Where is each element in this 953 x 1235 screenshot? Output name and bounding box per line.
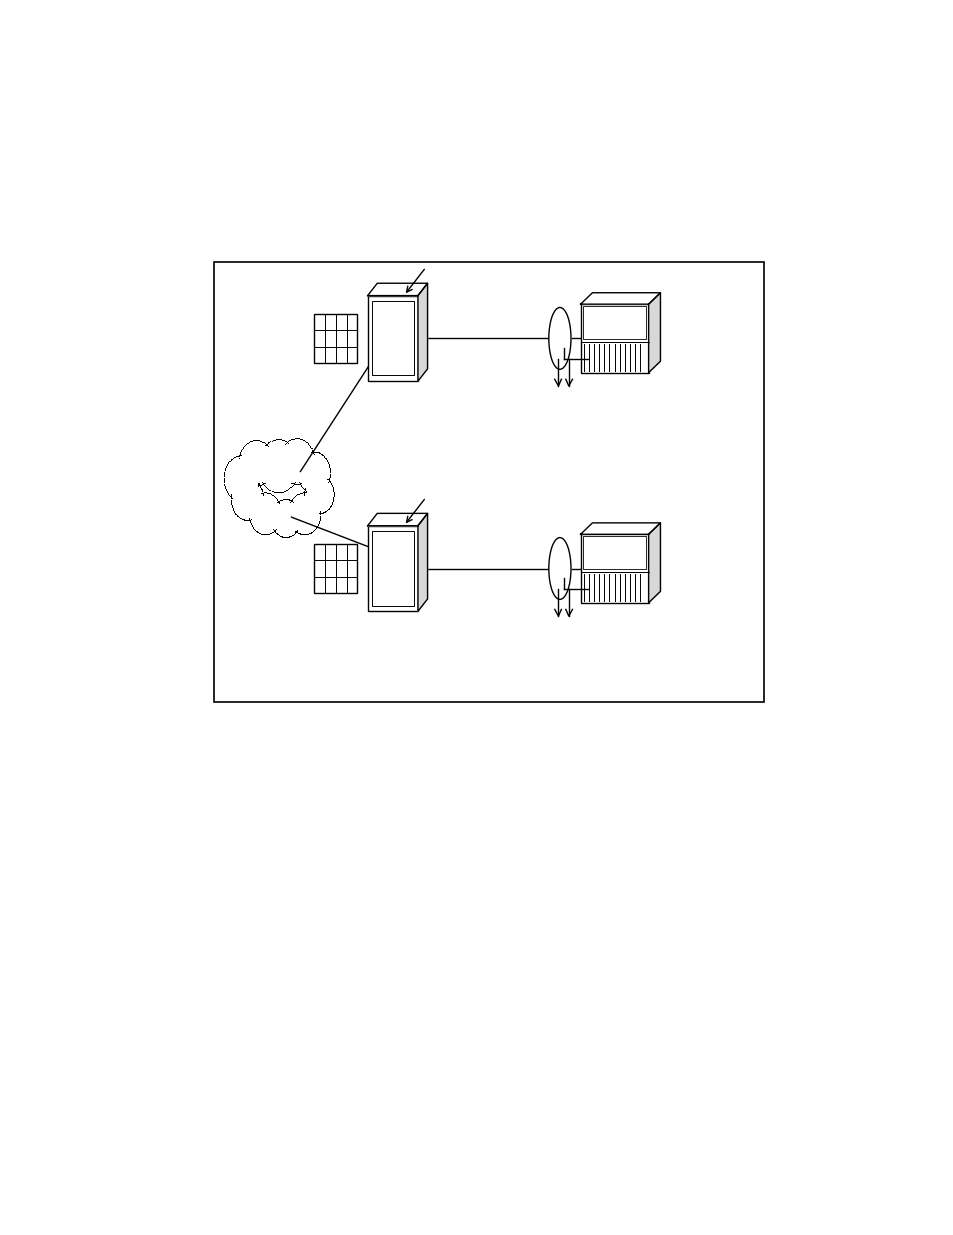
Polygon shape: [417, 283, 427, 382]
Polygon shape: [580, 522, 659, 535]
Ellipse shape: [548, 308, 571, 369]
Polygon shape: [580, 293, 659, 304]
Bar: [372, 301, 413, 375]
Polygon shape: [367, 514, 427, 526]
Polygon shape: [223, 436, 334, 542]
Polygon shape: [648, 293, 659, 373]
Bar: [580, 535, 648, 603]
Bar: [213, 262, 763, 701]
Bar: [367, 295, 417, 382]
Bar: [582, 536, 646, 569]
Bar: [580, 304, 648, 373]
Polygon shape: [367, 283, 427, 295]
Polygon shape: [417, 514, 427, 611]
Ellipse shape: [548, 537, 571, 599]
Bar: [372, 531, 413, 605]
Bar: [314, 543, 357, 593]
Bar: [367, 526, 417, 611]
Bar: [582, 306, 646, 338]
Polygon shape: [648, 522, 659, 603]
Bar: [314, 314, 357, 363]
